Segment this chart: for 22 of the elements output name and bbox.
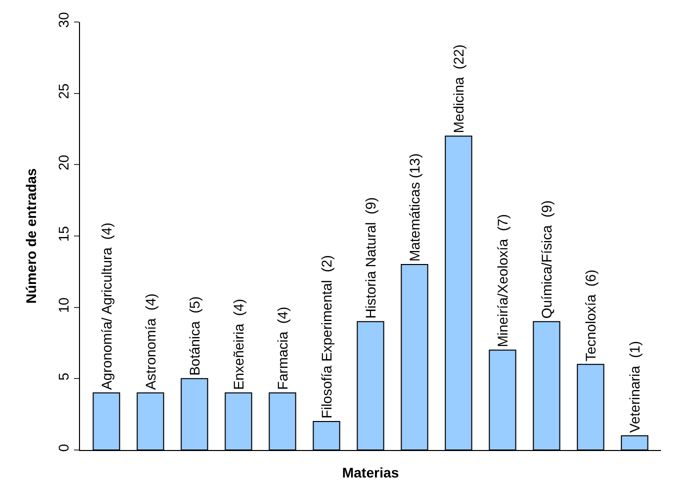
data-label: Agronomía/ Agricultura (4)	[98, 222, 114, 390]
data-label: Enxeñeiria (4)	[230, 298, 246, 390]
y-tick-label: 30	[55, 12, 72, 28]
data-label: Astronomía (4)	[142, 293, 158, 390]
data-label: Filosofía Experimental (2)	[318, 255, 334, 418]
y-axis-title: Número de entradas	[23, 168, 39, 304]
y-tick-label: 0	[55, 444, 72, 452]
data-label: Química/Física (9)	[538, 200, 555, 319]
data-label: Matemáticas (13)	[406, 153, 423, 262]
data-label: Farmacia (4)	[274, 306, 290, 390]
data-label: Medicina (22)	[450, 44, 467, 134]
data-label: Botánica (5)	[186, 296, 202, 376]
y-tick-label: 25	[55, 83, 72, 100]
y-tick-label: 15	[55, 226, 72, 242]
y-tick-label: 10	[55, 297, 72, 314]
y-tick-label: 20	[55, 154, 72, 170]
y-tick-label: 5	[55, 372, 72, 380]
x-axis-title: Materias	[342, 464, 400, 481]
data-label: Mineiría/Xeoloxía (7)	[494, 214, 511, 348]
data-label: Tecnoloxía (6)	[582, 270, 599, 362]
data-label: Veterinaria (1)	[626, 340, 643, 433]
data-label: Historia Natural (9)	[362, 197, 378, 319]
